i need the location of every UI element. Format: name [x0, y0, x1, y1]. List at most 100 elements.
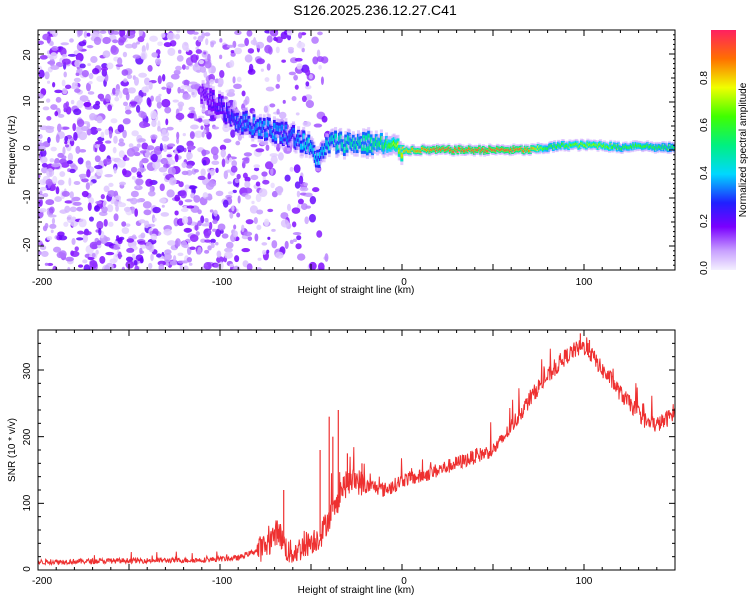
noise-blob	[167, 143, 176, 147]
noise-blob	[46, 262, 54, 266]
noise-blob	[78, 218, 87, 228]
noise-blob	[201, 108, 206, 113]
noise-blob	[297, 198, 304, 205]
noise-blob	[316, 49, 321, 58]
noise-blob	[73, 108, 82, 116]
noise-blob	[122, 101, 129, 107]
noise-blob	[112, 87, 117, 95]
noise-blob	[249, 205, 258, 214]
colorbar-tick-label: 0.0	[699, 261, 710, 275]
ridge-core	[241, 127, 244, 130]
noise-blob	[234, 255, 240, 263]
noise-blob	[38, 208, 47, 213]
snr-plot-area	[38, 333, 675, 566]
noise-blob	[275, 46, 280, 54]
noise-blob	[230, 52, 236, 57]
ridge-core	[274, 136, 277, 139]
noise-blob	[146, 145, 155, 151]
noise-blob	[149, 35, 158, 42]
noise-blob	[265, 86, 275, 92]
noise-blob	[203, 120, 210, 126]
noise-blob	[204, 232, 210, 239]
noise-blob	[51, 163, 61, 168]
top-ytick-label: 0	[22, 145, 33, 151]
noise-blob	[83, 101, 92, 108]
noise-blob	[44, 222, 49, 229]
noise-blob	[280, 31, 288, 40]
noise-blob	[162, 253, 172, 261]
noise-blob	[98, 143, 106, 153]
colorbar-tick-label: 0.8	[699, 71, 710, 85]
noise-blob	[320, 76, 324, 85]
ridge-core	[365, 137, 368, 140]
noise-blob	[177, 252, 184, 257]
noise-blob	[293, 74, 298, 81]
noise-blob	[113, 135, 118, 144]
noise-blob	[298, 175, 304, 185]
noise-blob	[166, 262, 170, 267]
noise-blob	[104, 174, 113, 178]
noise-blob	[153, 217, 157, 222]
noise-blob	[303, 182, 309, 187]
noise-blob	[49, 58, 56, 67]
noise-blob	[189, 246, 196, 251]
noise-blob	[204, 218, 209, 223]
noise-blob	[176, 30, 181, 34]
noise-blob	[204, 239, 212, 243]
noise-blob	[254, 233, 259, 242]
noise-blob	[225, 241, 234, 249]
top-ytick-label: -10	[22, 189, 33, 204]
noise-blob	[117, 124, 125, 133]
noise-blob	[275, 36, 283, 44]
noise-blob	[114, 200, 119, 207]
noise-blob	[243, 99, 248, 106]
noise-blob	[78, 67, 83, 76]
noise-blob	[91, 252, 96, 258]
noise-blob	[296, 63, 303, 70]
noise-blob	[100, 194, 105, 200]
noise-blob	[125, 256, 134, 262]
noise-blob	[243, 152, 253, 157]
noise-blob	[76, 206, 84, 212]
noise-blob	[61, 58, 71, 65]
noise-blob	[202, 159, 207, 166]
noise-blob	[141, 157, 149, 164]
noise-blob	[264, 161, 274, 170]
noise-blob	[131, 176, 136, 180]
noise-blob	[86, 45, 94, 49]
noise-blob	[75, 52, 84, 62]
noise-blob	[159, 142, 163, 152]
ridge-core	[265, 133, 268, 136]
noise-blob	[40, 156, 48, 164]
noise-blob	[217, 223, 226, 231]
noise-blob	[88, 216, 94, 222]
noise-blob	[321, 115, 328, 123]
noise-blob	[284, 240, 289, 250]
noise-blob	[52, 246, 62, 253]
noise-blob	[282, 99, 286, 104]
noise-blob	[203, 262, 212, 270]
noise-blob	[87, 256, 95, 261]
noise-blob	[108, 221, 114, 227]
noise-blob	[159, 198, 167, 204]
noise-blob	[275, 38, 279, 42]
noise-blob	[102, 50, 111, 58]
ridge-core	[281, 126, 284, 129]
noise-blob	[138, 219, 146, 224]
noise-blob	[258, 188, 268, 198]
chart-title: S126.2025.236.12.27.C41	[293, 2, 457, 18]
noise-blob	[122, 87, 130, 96]
ridge-core	[400, 154, 403, 157]
noise-blob	[175, 112, 185, 121]
noise-blob	[317, 31, 323, 36]
noise-blob	[234, 178, 240, 184]
noise-blob	[242, 172, 248, 179]
noise-blob	[296, 190, 301, 198]
noise-blob	[309, 196, 317, 205]
noise-blob	[127, 87, 136, 94]
noise-blob	[267, 208, 274, 213]
noise-blob	[167, 47, 176, 56]
noise-blob	[260, 68, 264, 72]
noise-blob	[241, 90, 246, 97]
noise-blob	[89, 181, 93, 186]
